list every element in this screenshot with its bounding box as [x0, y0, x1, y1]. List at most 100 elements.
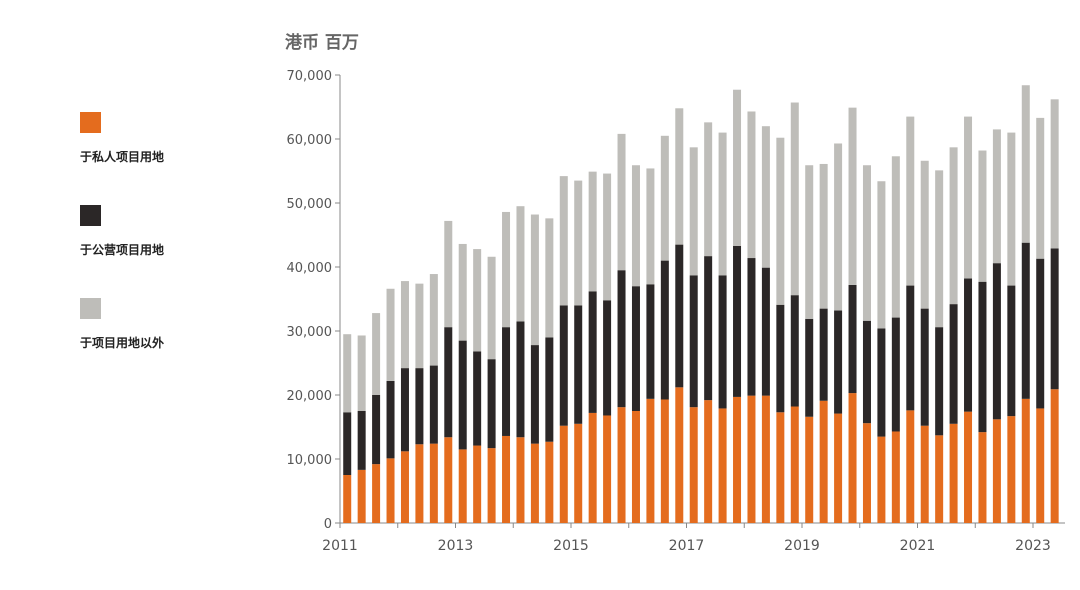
bar-segment: [444, 437, 453, 523]
bar-segment: [877, 328, 886, 437]
bar-segment: [819, 308, 828, 401]
bar-segment: [646, 168, 655, 285]
y-tick-label: 30,000: [287, 325, 333, 340]
bar-segment: [964, 116, 973, 279]
bar-segment: [920, 160, 929, 309]
bar-segment: [458, 340, 467, 450]
bar-segment: [473, 351, 482, 446]
bar-segment: [935, 170, 944, 328]
bar-segment: [819, 400, 828, 523]
bar-segment: [935, 435, 944, 523]
bar-segment: [1007, 416, 1016, 523]
bar-segment: [761, 395, 770, 523]
bar-segment: [473, 445, 482, 523]
bar-segment: [747, 395, 756, 523]
bar-segment: [415, 283, 424, 369]
bar-segment: [689, 147, 698, 276]
legend-label: 于项目用地以外: [80, 335, 164, 350]
bar-segment: [357, 335, 366, 411]
bar-segment: [603, 173, 612, 301]
bar-segment: [530, 214, 539, 346]
bar-segment: [559, 425, 568, 523]
bar-segment: [978, 281, 987, 433]
bar-segment: [530, 345, 539, 444]
bar-segment: [877, 436, 886, 523]
x-tick-label: 2013: [438, 538, 474, 554]
bar-segment: [588, 171, 597, 292]
bar-segment: [1050, 248, 1059, 390]
bar-segment: [718, 132, 727, 276]
bar-segment: [487, 256, 496, 360]
bar-segment: [964, 278, 973, 412]
x-tick-label: 2021: [900, 538, 936, 554]
bar-segment: [733, 245, 742, 397]
bar-segment: [502, 327, 511, 436]
bar-segment: [906, 116, 915, 286]
bar-segment: [603, 300, 612, 416]
bar-segment: [761, 126, 770, 268]
bar-segment: [660, 135, 669, 261]
bar-segment: [834, 310, 843, 414]
bar-segment: [617, 407, 626, 523]
legend-swatch: [80, 205, 101, 226]
bar-segment: [718, 275, 727, 409]
bar-segment: [631, 286, 640, 411]
bar-segment: [862, 423, 871, 523]
bar-segment: [400, 281, 409, 369]
bar-segment: [530, 443, 539, 523]
bar-segment: [415, 368, 424, 445]
bar-segment: [920, 425, 929, 523]
bar-segment: [429, 274, 438, 366]
legend-label: 于公营项目用地: [80, 242, 164, 257]
bar-segment: [660, 399, 669, 523]
legend-swatch: [80, 112, 101, 133]
bar-segment: [487, 359, 496, 449]
bar-segment: [1036, 408, 1045, 523]
bar-segment: [862, 165, 871, 321]
bar-segment: [790, 295, 799, 407]
bar-segment: [790, 406, 799, 523]
bar-segment: [545, 337, 554, 442]
bar-segment: [747, 111, 756, 259]
y-tick-label: 50,000: [287, 197, 333, 212]
bar-segment: [848, 393, 857, 523]
bar-segment: [617, 270, 626, 408]
bar-segment: [776, 412, 785, 523]
bar-segment: [400, 451, 409, 523]
bar-segment: [1036, 258, 1045, 409]
bar-segment: [574, 305, 583, 424]
bar-segment: [805, 318, 814, 417]
bar-segment: [733, 89, 742, 246]
bar-segment: [458, 449, 467, 523]
bar-segment: [675, 387, 684, 523]
bar-segment: [660, 260, 669, 400]
chart-title: 港币 百万: [285, 32, 359, 53]
bar-segment: [935, 327, 944, 436]
bar-segment: [906, 285, 915, 411]
bar-segment: [675, 244, 684, 388]
bar-segment: [545, 218, 554, 338]
bar-segment: [444, 220, 453, 328]
bar-segment: [372, 313, 381, 395]
y-tick-label: 60,000: [287, 133, 333, 148]
bar-segment: [834, 143, 843, 311]
bar-segment: [992, 263, 1001, 420]
bar-segment: [949, 147, 958, 305]
bar-segment: [776, 304, 785, 413]
bar-segment: [704, 400, 713, 523]
bar-segment: [1050, 389, 1059, 523]
bar-segment: [1021, 85, 1030, 243]
bar-segment: [978, 150, 987, 282]
bar-segment: [992, 129, 1001, 264]
bar-segment: [574, 180, 583, 306]
bar-segment: [343, 334, 352, 413]
bar-segment: [704, 122, 713, 257]
bar-segment: [761, 267, 770, 396]
bar-segment: [805, 416, 814, 523]
bar-segment: [372, 464, 381, 523]
bar-segment: [631, 165, 640, 287]
bar-segment: [733, 396, 742, 523]
bar-segment: [444, 327, 453, 438]
bar-segment: [516, 206, 525, 322]
bar-segment: [949, 304, 958, 424]
